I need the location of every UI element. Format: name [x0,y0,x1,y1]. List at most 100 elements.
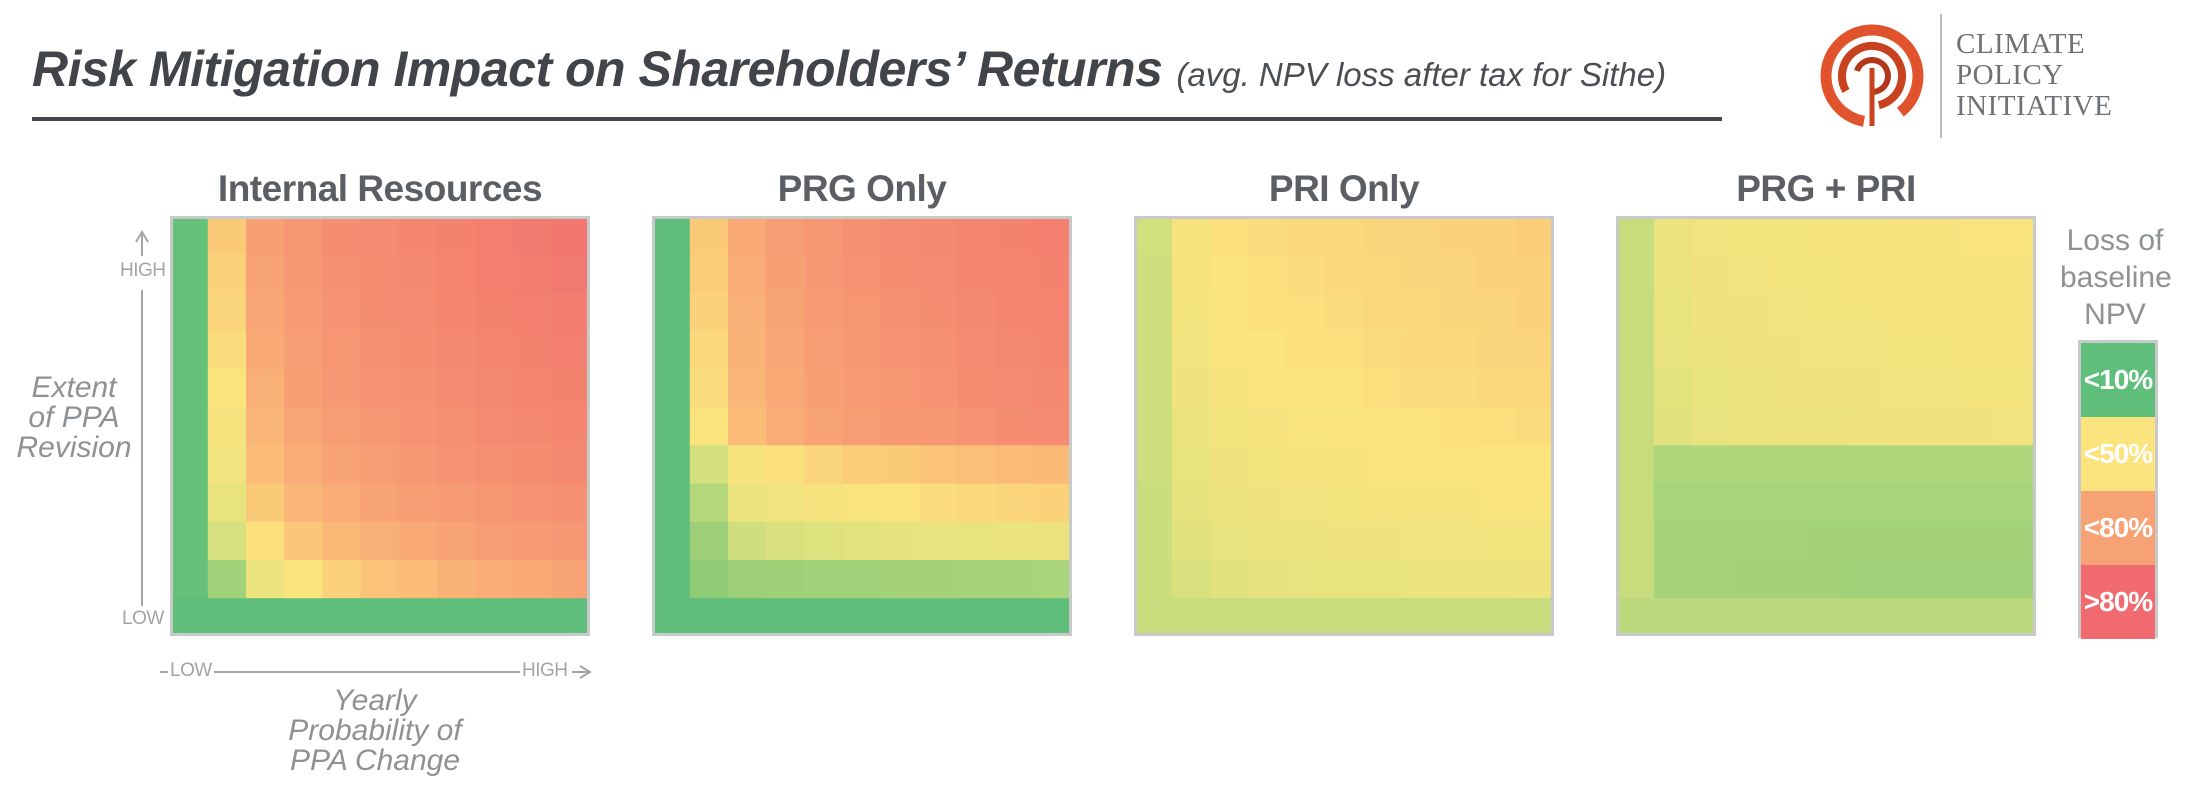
heatmap-cell [1439,292,1479,332]
heatmap-cell [207,254,247,294]
heatmap-cell [1515,445,1554,485]
heatmap-cell [398,483,438,523]
heatmap-cell [284,521,324,561]
heatmap-cell [170,292,209,332]
heatmap-cell [957,598,997,636]
heatmap-cell [1730,216,1770,255]
heatmap-cell [1324,483,1364,523]
heatmap-cell [360,254,400,294]
heatmap-cell [1286,598,1326,636]
heatmap-cell [880,559,920,599]
heatmap-cell [1768,330,1808,370]
heatmap-cell [1921,483,1961,523]
heatmap-cell [246,559,285,599]
heatmap-cell [284,483,324,523]
heatmap-cell [1171,330,1211,370]
heatmap-cell [766,483,806,523]
heatmap-cell [804,483,844,523]
y-axis-title-line-2: of PPA [28,401,120,434]
heatmap-cell [1997,407,2036,446]
heatmap-cell [652,292,691,332]
heatmap-cell [652,521,691,561]
heatmap-cell [1248,559,1288,599]
heatmap-cell [1401,368,1440,408]
heatmap-cell [919,445,958,485]
heatmap-cell [1653,521,1693,561]
heatmap-cell [1959,407,1999,446]
heatmap-cell [1883,407,1922,446]
heatmap-cell [766,216,806,255]
heatmap-cell [1477,292,1517,332]
heatmap-cell [766,598,806,636]
heatmap-internal-resources [170,216,590,636]
heatmap-cell [1730,598,1770,636]
heatmap-cell [322,216,362,255]
heatmap-cell [1515,216,1554,255]
legend-item-lt50: <50% [2081,417,2155,491]
heatmap-cell [284,330,324,370]
heatmap-cell [1692,368,1731,408]
heatmap-cell [207,598,247,636]
heatmap-cell [1515,521,1554,561]
heatmap-cell [1033,330,1072,370]
heatmap-cell [652,330,691,370]
heatmap-cell [1362,407,1402,446]
heatmap-cell [804,521,844,561]
heatmap-cell [1959,368,1999,408]
heatmap-cell [1171,598,1211,636]
heatmap-cell [1210,216,1249,255]
heatmap-cell [513,254,553,294]
heatmap-cell [551,254,590,294]
heatmap-cell [170,445,209,485]
heatmap-cell [322,292,362,332]
heatmap-cell [880,598,920,636]
heatmap-cell [1477,559,1517,599]
heatmap-cell [728,330,767,370]
heatmap-cell [1959,216,1999,255]
heatmap-cell [1210,407,1249,446]
heatmap-cell [1768,521,1808,561]
heatmap-cell [1477,330,1517,370]
heatmap-cell [652,445,691,485]
heatmap-cell [1439,483,1479,523]
heatmap-cell [1921,559,1961,599]
heatmap-cell [1997,368,2036,408]
heatmap-cell [284,407,324,446]
page-title: Risk Mitigation Impact on Shareholders’ … [32,40,1666,98]
heatmap-cell [475,254,515,294]
heatmap-cell [995,598,1035,636]
heatmap-cell [1171,483,1211,523]
heatmap-cell [1730,483,1770,523]
heatmap-cell [1692,254,1731,294]
heatmap-cell [1806,330,1846,370]
heatmap-cell [513,559,553,599]
x-axis-title: Yearly Probability of PPA Change [260,686,490,776]
heatmap-cell [322,330,362,370]
heatmap-cell [880,292,920,332]
legend-item-lt80: <80% [2081,491,2155,565]
heatmap-cell [766,559,806,599]
heatmap-cell [1921,330,1961,370]
heatmap-prg-pri [1616,216,2036,636]
heatmap-cell [1959,292,1999,332]
heatmap-cell [475,330,515,370]
heatmap-cell [360,598,400,636]
heatmap-cell [246,598,285,636]
heatmap-cell [207,330,247,370]
heatmap-cell [652,254,691,294]
heatmap-cell [1286,330,1326,370]
heatmap-cell [1883,368,1922,408]
heatmap-cell [1324,445,1364,485]
heatmap-cell [957,254,997,294]
heatmap-cell [995,216,1035,255]
heatmap-cell [207,559,247,599]
heatmap-cell [880,521,920,561]
heatmap-cell [1616,216,1655,255]
heatmap-cell [1844,598,1884,636]
heatmap-cell [1134,330,1173,370]
heatmap-cell [1692,521,1731,561]
heatmap-cell [804,559,844,599]
subtitle: (avg. NPV loss after tax for Sithe) [1176,56,1667,93]
heatmap-cell [170,254,209,294]
heatmap-cell [437,330,476,370]
